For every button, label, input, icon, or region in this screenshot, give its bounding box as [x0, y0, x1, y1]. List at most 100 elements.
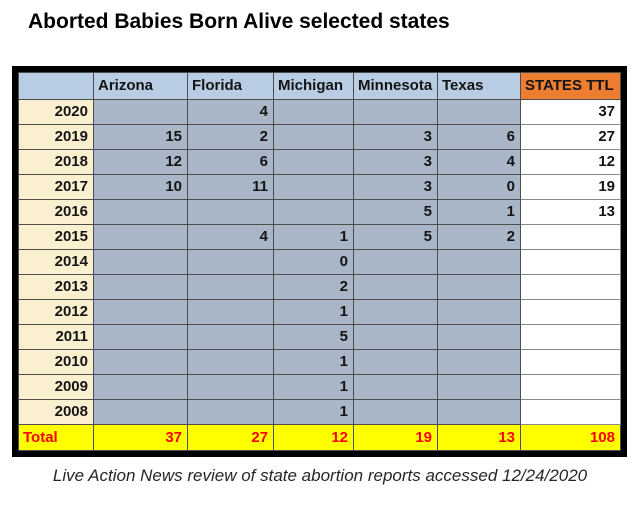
page-title: Aborted Babies Born Alive selected state… [28, 10, 450, 33]
state-value-cell: 12 [93, 149, 188, 175]
state-value-cell: 5 [353, 224, 438, 250]
year-cell: 2009 [18, 374, 94, 400]
states-ttl-value-cell: 27 [520, 124, 621, 150]
year-cell: 2014 [18, 249, 94, 275]
total-cell-arizona: 37 [93, 424, 188, 451]
state-value-cell [273, 199, 354, 225]
table-row: 2017 10 11 3 0 19 [18, 174, 621, 200]
total-cell-florida: 27 [187, 424, 274, 451]
table-row: 2014 0 [18, 249, 621, 275]
state-value-cell [273, 149, 354, 175]
header-cell-arizona: Arizona [93, 72, 188, 100]
table-row: 2013 2 [18, 274, 621, 300]
state-value-cell: 5 [353, 199, 438, 225]
state-value-cell [93, 324, 188, 350]
state-value-cell [93, 99, 188, 125]
state-value-cell [93, 274, 188, 300]
state-value-cell [437, 374, 521, 400]
state-value-cell [353, 249, 438, 275]
state-value-cell: 1 [273, 224, 354, 250]
year-cell: 2010 [18, 349, 94, 375]
state-value-cell [273, 174, 354, 200]
table-row: 2012 1 [18, 299, 621, 325]
state-value-cell: 6 [187, 149, 274, 175]
state-value-cell: 3 [353, 124, 438, 150]
state-value-cell: 0 [437, 174, 521, 200]
state-value-cell: 1 [273, 399, 354, 425]
state-value-cell [187, 374, 274, 400]
header-cell-minnesota: Minnesota [353, 72, 438, 100]
state-value-cell [437, 299, 521, 325]
state-value-cell: 1 [273, 349, 354, 375]
state-value-cell: 0 [273, 249, 354, 275]
state-value-cell [187, 349, 274, 375]
table-row: 2018 12 6 3 4 12 [18, 149, 621, 175]
total-label-cell: Total [18, 424, 94, 451]
state-value-cell: 2 [187, 124, 274, 150]
state-value-cell: 4 [187, 99, 274, 125]
year-cell: 2015 [18, 224, 94, 250]
header-cell-michigan: Michigan [273, 72, 354, 100]
state-value-cell [93, 224, 188, 250]
state-value-cell [353, 374, 438, 400]
year-cell: 2012 [18, 299, 94, 325]
state-value-cell [437, 274, 521, 300]
table-row: 2009 1 [18, 374, 621, 400]
header-cell-states-ttl: STATES TTL [520, 72, 621, 100]
header-row: Arizona Florida Michigan Minnesota Texas… [18, 72, 621, 100]
table-body: 2020 4 37 2019 15 2 3 6 27 2018 12 6 3 4 12 2017 10 11 3 0 1… [18, 99, 621, 425]
state-value-cell [437, 349, 521, 375]
state-value-cell [437, 99, 521, 125]
table-row: 2019 15 2 3 6 27 [18, 124, 621, 150]
state-value-cell: 1 [437, 199, 521, 225]
total-cell-michigan: 12 [273, 424, 354, 451]
state-value-cell [93, 249, 188, 275]
year-cell: 2016 [18, 199, 94, 225]
state-value-cell [187, 249, 274, 275]
state-value-cell: 6 [437, 124, 521, 150]
year-cell: 2019 [18, 124, 94, 150]
year-cell: 2017 [18, 174, 94, 200]
state-value-cell: 15 [93, 124, 188, 150]
table-row: 2016 5 1 13 [18, 199, 621, 225]
state-value-cell [437, 399, 521, 425]
header-cell-florida: Florida [187, 72, 274, 100]
state-value-cell [273, 124, 354, 150]
states-ttl-value-cell: 12 [520, 149, 621, 175]
states-ttl-value-cell: 13 [520, 199, 621, 225]
header-cell-texas: Texas [437, 72, 521, 100]
state-value-cell [437, 249, 521, 275]
header-cell-blank [18, 72, 94, 100]
state-value-cell [353, 274, 438, 300]
state-value-cell [93, 374, 188, 400]
states-ttl-value-cell [520, 374, 621, 400]
states-ttl-value-cell [520, 299, 621, 325]
state-value-cell: 2 [437, 224, 521, 250]
state-value-cell [273, 99, 354, 125]
state-value-cell [187, 324, 274, 350]
table-row: 2010 1 [18, 349, 621, 375]
state-value-cell [353, 349, 438, 375]
source-caption: Live Action News review of state abortio… [52, 466, 588, 485]
state-value-cell: 11 [187, 174, 274, 200]
state-value-cell [353, 399, 438, 425]
year-cell: 2020 [18, 99, 94, 125]
state-value-cell [353, 299, 438, 325]
state-value-cell: 10 [93, 174, 188, 200]
states-ttl-value-cell: 19 [520, 174, 621, 200]
state-value-cell [353, 324, 438, 350]
states-ttl-value-cell [520, 249, 621, 275]
year-cell: 2013 [18, 274, 94, 300]
states-ttl-value-cell [520, 349, 621, 375]
state-value-cell [187, 274, 274, 300]
total-cell-states-ttl: 108 [520, 424, 621, 451]
states-ttl-value-cell [520, 399, 621, 425]
state-value-cell: 2 [273, 274, 354, 300]
states-ttl-value-cell: 37 [520, 99, 621, 125]
state-value-cell [353, 99, 438, 125]
table-header: Arizona Florida Michigan Minnesota Texas… [18, 72, 621, 100]
state-value-cell [437, 324, 521, 350]
states-ttl-value-cell [520, 274, 621, 300]
table-row: 2011 5 [18, 324, 621, 350]
state-value-cell [93, 299, 188, 325]
